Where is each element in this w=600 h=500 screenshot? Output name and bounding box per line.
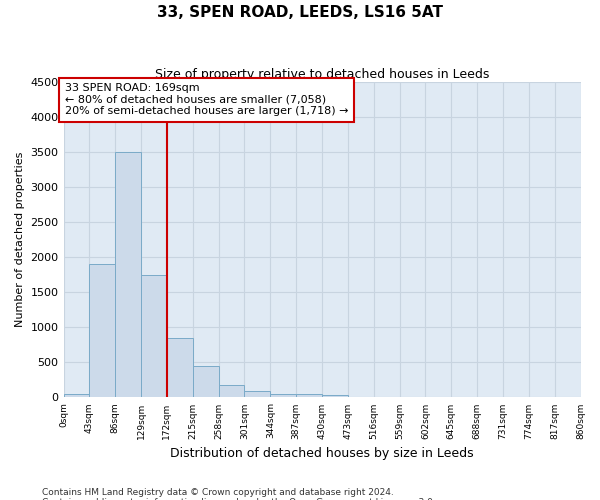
Bar: [322, 394, 348, 398]
Text: Contains HM Land Registry data © Crown copyright and database right 2024.: Contains HM Land Registry data © Crown c…: [42, 488, 394, 497]
Bar: [115, 152, 141, 398]
Bar: [296, 394, 322, 398]
Y-axis label: Number of detached properties: Number of detached properties: [15, 152, 25, 327]
Bar: [141, 274, 167, 398]
Text: 33, SPEN ROAD, LEEDS, LS16 5AT: 33, SPEN ROAD, LEEDS, LS16 5AT: [157, 5, 443, 20]
Text: Contains public sector information licensed under the Open Government Licence v3: Contains public sector information licen…: [42, 498, 436, 500]
Bar: [193, 366, 218, 398]
Bar: [244, 391, 271, 398]
Bar: [64, 394, 89, 398]
Text: 33 SPEN ROAD: 169sqm
← 80% of detached houses are smaller (7,058)
20% of semi-de: 33 SPEN ROAD: 169sqm ← 80% of detached h…: [65, 83, 348, 116]
Bar: [271, 394, 296, 398]
Bar: [89, 264, 115, 398]
Bar: [167, 338, 193, 398]
Title: Size of property relative to detached houses in Leeds: Size of property relative to detached ho…: [155, 68, 489, 80]
Bar: [218, 385, 244, 398]
X-axis label: Distribution of detached houses by size in Leeds: Distribution of detached houses by size …: [170, 447, 474, 460]
